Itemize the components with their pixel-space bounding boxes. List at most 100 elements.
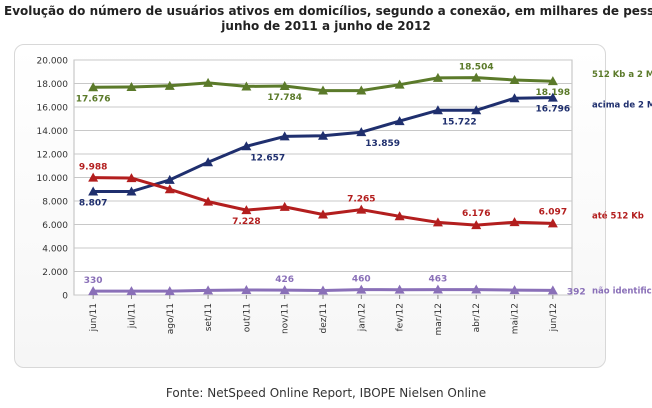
y-tick-label: 20.000	[37, 57, 69, 67]
legend-label-0: 512 Kb a 2 Mb	[592, 70, 652, 80]
data-point	[126, 186, 137, 196]
data-point	[279, 81, 290, 91]
y-tick-label: 8.000	[42, 198, 68, 208]
data-point	[318, 130, 328, 140]
data-label: 15.722	[442, 117, 477, 127]
data-label: 392	[567, 287, 586, 297]
data-point	[126, 82, 137, 92]
data-point	[203, 77, 214, 87]
data-point	[88, 186, 99, 196]
data-point	[241, 81, 252, 91]
data-point	[394, 79, 405, 89]
y-tick-label: 12.000	[37, 151, 69, 161]
x-tick-label: set/11	[204, 303, 214, 331]
y-tick-label: 4.000	[42, 245, 68, 255]
data-point	[547, 285, 558, 295]
data-label: 460	[352, 275, 371, 285]
data-label: 17.784	[267, 93, 302, 103]
data-point	[547, 76, 558, 86]
y-tick-label: 18.000	[37, 80, 69, 90]
x-tick-label: mai/12	[511, 303, 521, 334]
data-point	[356, 127, 367, 137]
data-point	[164, 184, 175, 194]
y-tick-label: 0	[62, 292, 68, 302]
x-tick-label: dez/11	[319, 303, 329, 333]
data-point	[318, 285, 328, 295]
data-point	[203, 157, 214, 167]
x-tick-label: out/11	[242, 303, 252, 332]
data-point	[471, 220, 482, 230]
data-point	[432, 284, 443, 294]
data-point	[279, 201, 290, 211]
data-label: 16.796	[535, 105, 570, 115]
data-point	[241, 284, 252, 294]
data-point	[471, 72, 482, 82]
data-point	[356, 284, 367, 294]
data-point	[471, 105, 482, 115]
legend-label-2: até 512 Kb	[592, 210, 644, 221]
y-tick-label: 6.000	[42, 221, 68, 231]
data-point	[88, 82, 99, 92]
y-tick-label: 14.000	[37, 127, 69, 137]
data-point	[88, 172, 99, 182]
data-label: 7.228	[232, 217, 260, 227]
x-tick-label: jan/12	[357, 303, 367, 332]
data-point	[164, 286, 175, 296]
data-point	[509, 285, 520, 295]
chart-title: Evolução do número de usuários ativos em…	[0, 4, 652, 34]
data-point	[356, 204, 367, 214]
data-point	[318, 209, 328, 219]
data-point	[432, 105, 443, 115]
data-label: 8.807	[79, 199, 107, 209]
x-tick-label: jun/11	[89, 303, 99, 332]
chart-title-line2: junho de 2011 a junho de 2012	[221, 19, 431, 33]
data-point	[547, 92, 558, 102]
data-point	[356, 85, 367, 95]
x-tick-label: jun/12	[549, 303, 559, 332]
data-label: 330	[84, 276, 103, 286]
data-point	[318, 85, 328, 95]
data-point	[88, 286, 99, 296]
x-tick-label: fev/12	[396, 303, 406, 332]
data-point	[432, 217, 443, 227]
data-label: 9.988	[79, 163, 107, 173]
data-point	[471, 284, 482, 294]
y-tick-label: 16.000	[37, 104, 69, 114]
y-tick-label: 2.000	[42, 268, 68, 278]
data-point	[547, 218, 558, 228]
data-label: 13.859	[365, 139, 400, 149]
data-point	[203, 285, 214, 295]
data-label: 6.176	[462, 209, 490, 219]
data-point	[279, 131, 290, 141]
x-tick-label: mar/12	[434, 303, 444, 335]
x-tick-label: jul/11	[127, 303, 137, 329]
legend-label-3: não identificado	[592, 286, 652, 296]
x-tick-label: ago/11	[166, 303, 176, 334]
data-point	[241, 141, 252, 151]
legend-label-1: acima de 2 Mb	[592, 101, 652, 111]
data-point	[126, 286, 137, 296]
data-point	[509, 93, 520, 103]
line-chart: 0 2.000 4.000 6.000 8.000 10.000 12.000 14.000 1…	[37, 57, 652, 336]
data-label: 12.657	[250, 153, 285, 163]
source-footer: Fonte: NetSpeed Online Report, IBOPE Nie…	[165, 386, 487, 400]
data-label: 426	[275, 275, 294, 285]
data-point	[203, 196, 214, 206]
data-point	[164, 80, 175, 90]
x-tick-label: nov/11	[281, 303, 291, 334]
data-point	[126, 173, 137, 183]
data-point	[509, 74, 520, 84]
data-point	[509, 217, 520, 227]
data-point	[394, 284, 405, 294]
data-label: 463	[429, 275, 448, 285]
data-point	[432, 72, 443, 82]
data-point	[164, 174, 175, 184]
data-label: 18.504	[459, 63, 494, 73]
data-point	[279, 285, 290, 295]
data-point	[394, 116, 405, 126]
data-label: 6.097	[539, 207, 567, 217]
data-point	[241, 205, 252, 215]
data-point	[394, 211, 405, 221]
data-label: 7.265	[347, 195, 375, 205]
x-tick-label: abr/12	[472, 303, 482, 332]
